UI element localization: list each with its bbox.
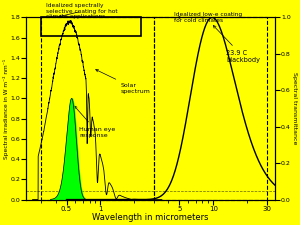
Bar — [41, 18, 141, 36]
Text: Idealized low-e coating
for cold climates: Idealized low-e coating for cold climate… — [174, 12, 242, 22]
X-axis label: Wavelength in micrometers: Wavelength in micrometers — [92, 213, 209, 222]
Y-axis label: Spectral transmittance: Spectral transmittance — [292, 72, 297, 145]
Text: Solar
spectrum: Solar spectrum — [96, 70, 150, 94]
Bar — [41, 18, 154, 200]
Bar — [154, 18, 267, 200]
Text: Human eye
response: Human eye response — [74, 106, 116, 137]
Text: 23.9 C
blackbody: 23.9 C blackbody — [213, 25, 260, 63]
Y-axis label: Spectral irradiance in W m⁻² nm⁻¹: Spectral irradiance in W m⁻² nm⁻¹ — [3, 58, 9, 159]
Text: Idealized spectrally
selective coating for hot
climate applications: Idealized spectrally selective coating f… — [46, 3, 118, 20]
